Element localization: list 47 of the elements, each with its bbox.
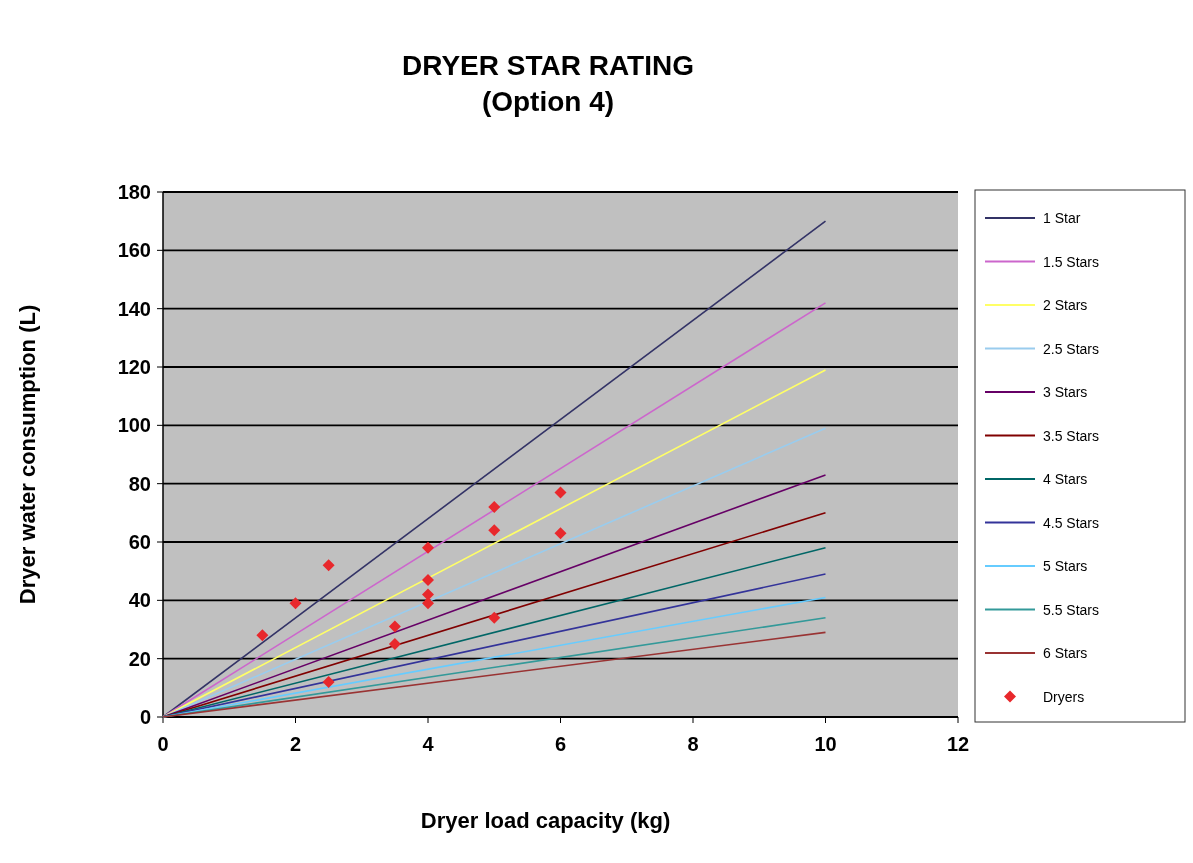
y-tick-label: 0 xyxy=(139,706,151,728)
point xyxy=(488,524,501,537)
point xyxy=(256,629,269,642)
point xyxy=(422,597,434,610)
point xyxy=(488,501,501,513)
x-tick-label: 2 xyxy=(289,733,302,755)
y-tick-label: 180 xyxy=(117,181,151,203)
legend-label: 3 Stars xyxy=(1043,384,1088,400)
y-tick-label: 20 xyxy=(128,647,151,670)
y-tick-label: 120 xyxy=(117,356,151,378)
point xyxy=(388,638,401,651)
x-tick-label: 6 xyxy=(554,733,567,755)
y-axis-title: Dryer water consumption (L) xyxy=(15,304,40,605)
legend-label: 5 Stars xyxy=(1043,558,1088,574)
point xyxy=(322,676,335,688)
point xyxy=(488,611,501,624)
legend-label: 3.5 Stars xyxy=(1043,427,1100,444)
y-tick-label: 60 xyxy=(128,531,151,553)
legend-label: Dryers xyxy=(1043,688,1085,705)
y-tick-label: 160 xyxy=(117,239,151,262)
legend-label: 2.5 Stars xyxy=(1043,340,1100,357)
y-tick-label: 40 xyxy=(128,589,151,612)
chart-subtitle: (Option 4) xyxy=(481,86,615,117)
x-tick-label: 0 xyxy=(157,733,169,755)
x-tick-label: 10 xyxy=(814,733,837,755)
legend-label: 6 Stars xyxy=(1043,645,1088,661)
legend-label: 4 Stars xyxy=(1043,471,1088,487)
y-tick-label: 100 xyxy=(117,414,151,437)
legend-label: 1 Star xyxy=(1043,210,1081,226)
x-axis-title: Dryer load capacity (kg) xyxy=(420,808,671,833)
y-tick-label: 140 xyxy=(117,297,151,320)
point xyxy=(554,486,567,499)
legend-label: 4.5 Stars xyxy=(1043,514,1100,531)
point xyxy=(422,541,434,554)
point xyxy=(422,573,434,586)
y-tick-label: 80 xyxy=(128,472,151,495)
x-tick-label: 4 xyxy=(422,733,435,755)
legend-label: 1.5 Stars xyxy=(1043,253,1100,270)
x-tick-label: 12 xyxy=(946,733,970,755)
point xyxy=(554,527,567,540)
point xyxy=(289,597,302,610)
legend-label: 5.5 Stars xyxy=(1043,601,1100,618)
x-tick-label: 8 xyxy=(687,733,699,755)
point xyxy=(388,620,401,633)
chart-title: DRYER STAR RATING xyxy=(402,50,694,81)
legend-label: 2 Stars xyxy=(1043,297,1088,313)
point xyxy=(322,559,335,572)
